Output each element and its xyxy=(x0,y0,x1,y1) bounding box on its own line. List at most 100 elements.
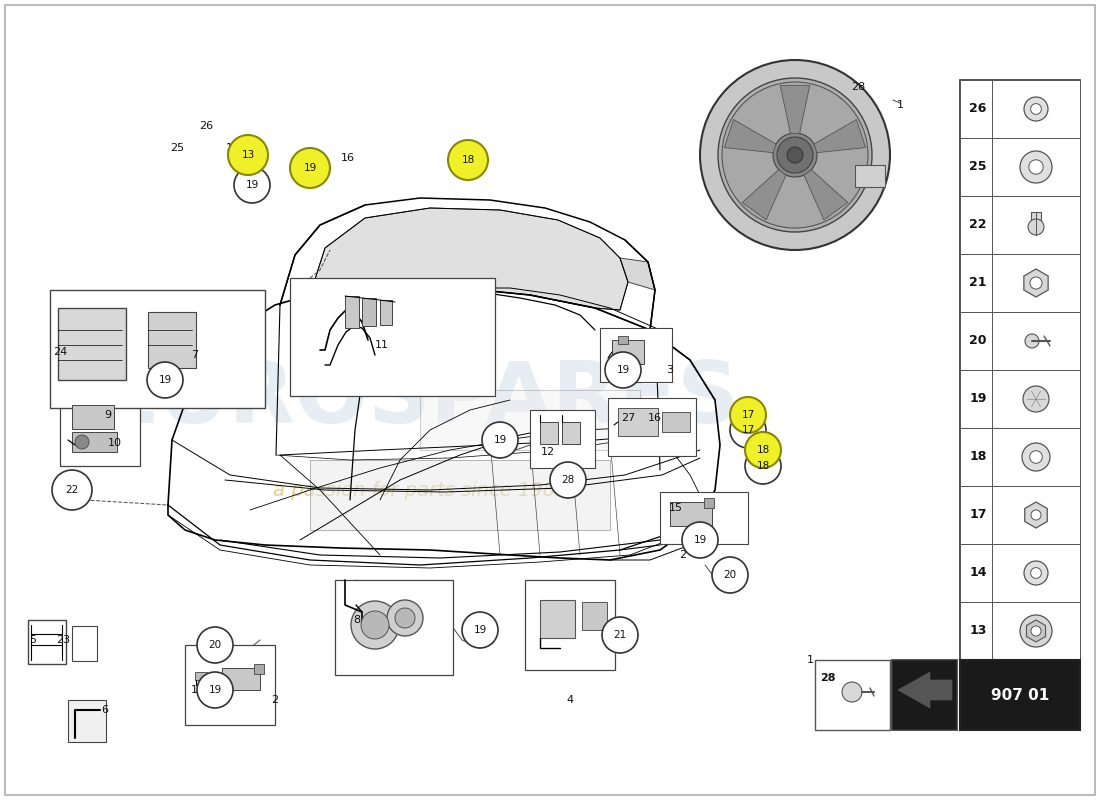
Polygon shape xyxy=(742,170,786,220)
Text: 19: 19 xyxy=(304,163,317,173)
Bar xyxy=(68,700,106,742)
Bar xyxy=(600,328,672,382)
Polygon shape xyxy=(620,258,654,290)
Text: 1: 1 xyxy=(806,655,814,665)
Bar xyxy=(530,410,595,468)
Text: 23: 23 xyxy=(56,635,70,645)
Text: a passion for parts since 1985: a passion for parts since 1985 xyxy=(273,481,568,499)
Polygon shape xyxy=(1026,620,1045,642)
Text: 4: 4 xyxy=(566,695,573,705)
Bar xyxy=(310,460,610,530)
Bar xyxy=(50,290,265,408)
Text: 17: 17 xyxy=(741,425,755,435)
Circle shape xyxy=(1028,160,1043,174)
Text: 19: 19 xyxy=(494,435,507,445)
Text: 9: 9 xyxy=(104,410,111,420)
Text: 15: 15 xyxy=(669,503,683,513)
Bar xyxy=(222,668,260,690)
Text: 13: 13 xyxy=(969,625,987,638)
Circle shape xyxy=(1024,561,1048,585)
Bar xyxy=(72,432,117,452)
Text: 20: 20 xyxy=(969,334,987,347)
Bar xyxy=(612,340,643,364)
Circle shape xyxy=(1022,443,1050,471)
Text: 13: 13 xyxy=(241,150,254,160)
Bar xyxy=(960,660,1080,730)
Bar xyxy=(960,602,1080,660)
Text: 16: 16 xyxy=(648,413,662,423)
Circle shape xyxy=(290,148,330,188)
Circle shape xyxy=(1031,104,1042,114)
Circle shape xyxy=(602,617,638,653)
Text: 22: 22 xyxy=(65,485,78,495)
Circle shape xyxy=(361,611,389,639)
Circle shape xyxy=(682,522,718,558)
Circle shape xyxy=(1020,615,1052,647)
Text: 14: 14 xyxy=(226,143,240,153)
Polygon shape xyxy=(310,208,628,310)
Text: 11: 11 xyxy=(375,340,389,350)
Circle shape xyxy=(605,352,641,388)
Text: 14: 14 xyxy=(969,566,987,579)
Bar xyxy=(662,412,690,432)
Circle shape xyxy=(448,140,488,180)
Circle shape xyxy=(745,432,781,468)
Circle shape xyxy=(1028,219,1044,235)
Bar xyxy=(254,664,264,674)
Circle shape xyxy=(786,147,803,163)
Bar xyxy=(362,298,376,326)
Circle shape xyxy=(1024,97,1048,121)
Circle shape xyxy=(462,612,498,648)
Circle shape xyxy=(550,462,586,498)
Text: 26: 26 xyxy=(199,121,213,131)
Circle shape xyxy=(842,682,862,702)
Text: 19: 19 xyxy=(693,535,706,545)
Bar xyxy=(960,80,1080,660)
Polygon shape xyxy=(898,672,952,708)
Text: 28: 28 xyxy=(851,82,865,92)
Circle shape xyxy=(712,557,748,593)
Text: 22: 22 xyxy=(969,218,987,231)
Bar xyxy=(185,645,275,725)
Text: 20: 20 xyxy=(208,640,221,650)
Text: 28: 28 xyxy=(561,475,574,485)
Circle shape xyxy=(730,397,766,433)
Circle shape xyxy=(773,133,817,177)
Text: 16: 16 xyxy=(341,153,355,163)
Polygon shape xyxy=(725,119,775,153)
Bar xyxy=(58,308,126,380)
Bar xyxy=(148,312,196,368)
Circle shape xyxy=(1031,510,1041,520)
Bar xyxy=(855,165,886,187)
Circle shape xyxy=(700,60,890,250)
Bar xyxy=(660,492,748,544)
Circle shape xyxy=(197,627,233,663)
Text: EUROSPARES: EUROSPARES xyxy=(100,358,739,442)
Circle shape xyxy=(197,672,233,708)
Circle shape xyxy=(234,167,270,203)
Circle shape xyxy=(387,600,424,636)
Text: 17: 17 xyxy=(969,509,987,522)
Bar xyxy=(72,405,114,429)
Polygon shape xyxy=(1025,502,1047,528)
Text: 17: 17 xyxy=(741,410,755,420)
Bar xyxy=(28,620,66,664)
Text: 7: 7 xyxy=(191,350,199,360)
Text: 19: 19 xyxy=(969,393,987,406)
Circle shape xyxy=(75,435,89,449)
Text: 1: 1 xyxy=(896,100,903,110)
Bar xyxy=(892,660,957,730)
Text: 2: 2 xyxy=(680,550,686,560)
Bar xyxy=(345,296,359,328)
Bar xyxy=(582,602,607,630)
Bar xyxy=(60,388,140,466)
Polygon shape xyxy=(780,86,810,134)
Text: 6: 6 xyxy=(101,705,109,715)
Text: 25: 25 xyxy=(169,143,184,153)
Text: 2: 2 xyxy=(272,695,278,705)
Text: 21: 21 xyxy=(969,277,987,290)
Circle shape xyxy=(1025,334,1040,348)
Bar xyxy=(960,370,1080,428)
Text: 26: 26 xyxy=(969,102,987,115)
Circle shape xyxy=(730,412,766,448)
